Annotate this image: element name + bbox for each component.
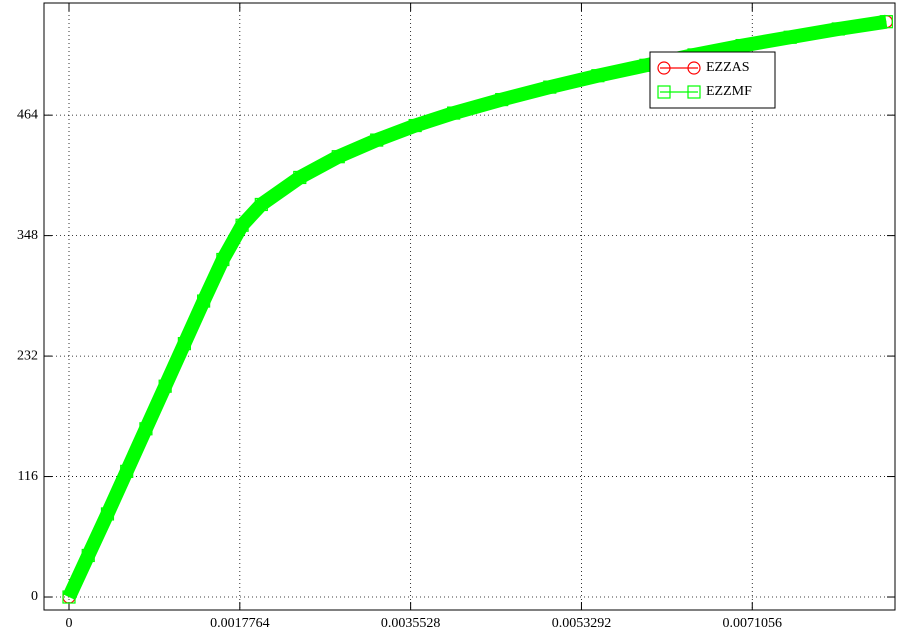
data-point <box>158 379 172 393</box>
x-tick-label: 0.0053292 <box>552 616 612 631</box>
data-point <box>591 69 605 83</box>
data-point <box>370 133 384 147</box>
y-tick-label: 0 <box>31 589 38 604</box>
data-point <box>100 507 115 521</box>
data-point <box>197 294 211 308</box>
data-point <box>254 197 268 212</box>
y-tick-label: 348 <box>17 228 38 243</box>
y-tick-label: 232 <box>17 348 38 363</box>
data-point <box>177 337 191 351</box>
data-point <box>408 118 422 133</box>
x-tick-label: 0.0071056 <box>723 616 783 631</box>
x-tick-label: 0.0035528 <box>381 616 441 631</box>
data-point <box>235 218 249 232</box>
legend-marker <box>657 85 671 99</box>
data-point <box>293 170 307 185</box>
data-point <box>447 106 461 120</box>
legend-marker <box>657 61 671 75</box>
data-point <box>81 548 95 563</box>
data-point <box>879 15 893 29</box>
x-tick-label: 0.0017764 <box>210 616 270 631</box>
data-point <box>120 464 134 478</box>
data-point <box>783 30 797 44</box>
y-tick-label: 464 <box>17 107 38 122</box>
y-tick-label: 116 <box>18 469 38 484</box>
data-point <box>831 22 845 36</box>
legend-box <box>649 51 776 109</box>
legend-marker <box>687 61 701 75</box>
data-point <box>543 80 557 94</box>
data-point <box>331 150 345 164</box>
data-point <box>62 590 76 604</box>
legend-label: EZZMF <box>706 84 752 99</box>
legend-marker <box>687 85 701 99</box>
data-point <box>216 252 230 267</box>
legend-label: EZZAS <box>706 60 750 75</box>
x-tick-label: 0 <box>66 616 73 631</box>
data-point <box>139 422 153 436</box>
data-point <box>495 92 509 107</box>
